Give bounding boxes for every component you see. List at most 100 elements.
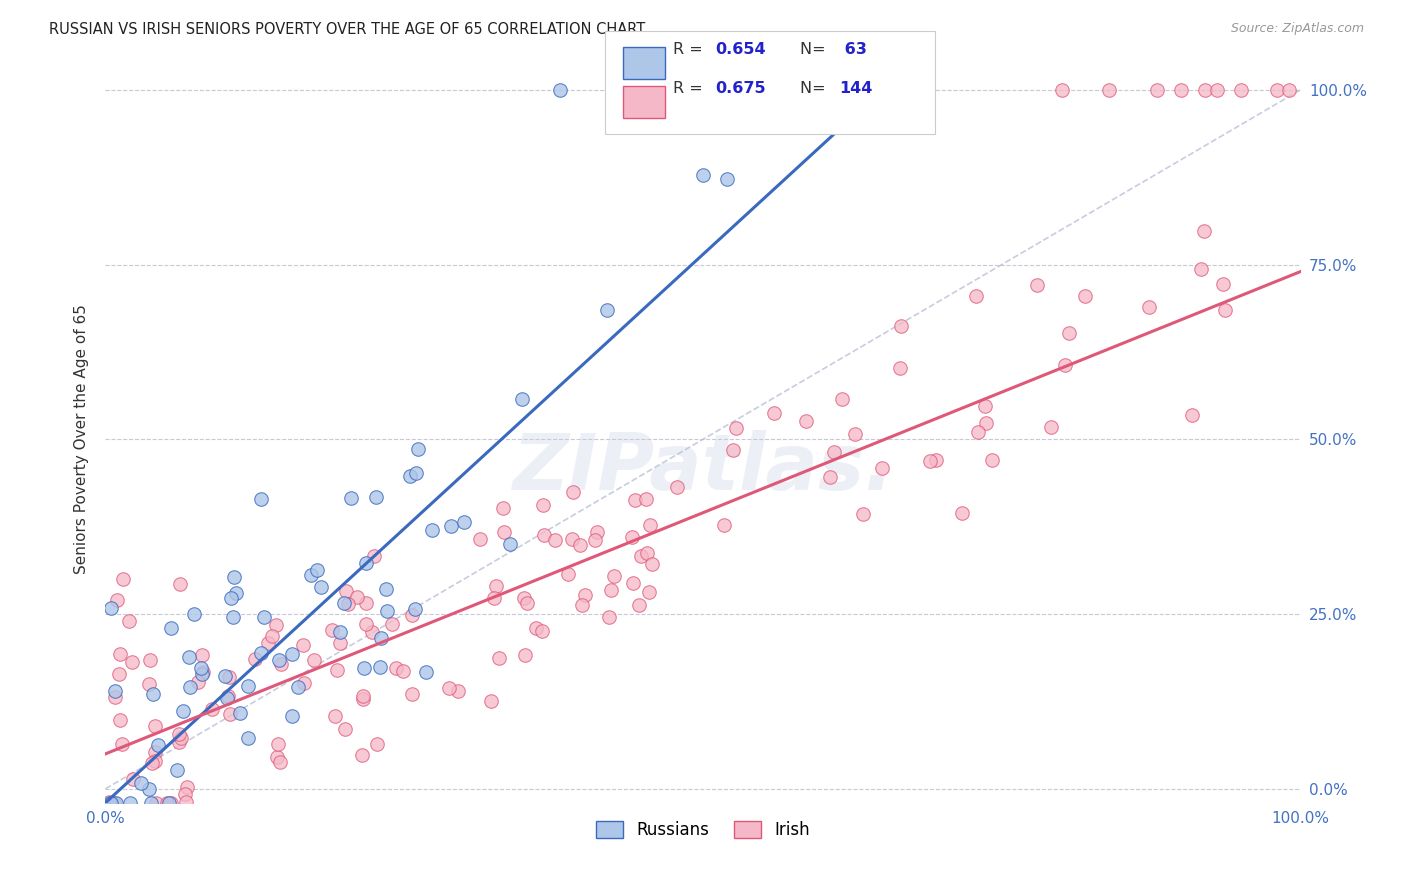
Point — [603, 569, 626, 583]
Point — [374, 582, 396, 596]
Point — [1229, 83, 1251, 97]
Point — [621, 530, 644, 544]
Point — [1181, 408, 1204, 422]
Point — [219, 591, 242, 605]
Point — [1039, 419, 1062, 434]
Point — [562, 484, 585, 499]
Point — [530, 624, 553, 638]
Point — [253, 609, 276, 624]
Point — [510, 392, 533, 406]
Point — [225, 586, 247, 600]
Point — [236, 731, 259, 745]
Point — [160, 621, 183, 635]
Point — [201, 701, 224, 715]
Point — [321, 624, 343, 638]
Point — [167, 734, 190, 748]
Point — [353, 661, 375, 675]
Point — [437, 681, 460, 695]
Point — [513, 591, 536, 605]
Point — [713, 517, 735, 532]
Point — [391, 664, 413, 678]
Point — [721, 443, 744, 458]
Point — [217, 689, 239, 703]
Point — [415, 665, 437, 680]
Point — [1194, 83, 1216, 97]
Point — [599, 582, 621, 597]
Point — [224, 569, 246, 583]
Point — [794, 413, 817, 427]
Point — [176, 780, 198, 794]
Point — [108, 647, 131, 661]
Point — [112, 572, 135, 586]
Point — [485, 580, 508, 594]
Point — [104, 690, 127, 705]
Point — [692, 168, 714, 182]
Point — [100, 796, 122, 810]
Point — [138, 782, 160, 797]
Point — [950, 506, 973, 520]
Point — [146, 738, 169, 752]
Text: 0.675: 0.675 — [716, 81, 766, 96]
Point — [368, 660, 391, 674]
Text: N=: N= — [800, 81, 831, 96]
Point — [925, 452, 948, 467]
Point — [630, 549, 652, 564]
Point — [366, 737, 388, 751]
Point — [143, 754, 166, 768]
Point — [346, 590, 368, 604]
Point — [370, 631, 392, 645]
Point — [191, 665, 214, 679]
Point — [262, 630, 284, 644]
Point — [266, 737, 288, 751]
Point — [100, 796, 122, 810]
Point — [1026, 278, 1049, 293]
Point — [516, 595, 538, 609]
Text: N=: N= — [800, 42, 831, 57]
Point — [325, 709, 347, 723]
Point — [142, 687, 165, 701]
Point — [326, 663, 349, 677]
Point — [107, 593, 129, 607]
Text: R =: R = — [673, 42, 709, 57]
Point — [340, 491, 363, 505]
Point — [191, 667, 214, 681]
Point — [104, 684, 127, 698]
Point — [169, 731, 191, 745]
Point — [548, 83, 571, 97]
Point — [406, 442, 429, 457]
Point — [401, 608, 423, 623]
Point — [1050, 83, 1073, 97]
Point — [974, 416, 997, 430]
Point — [1192, 224, 1215, 238]
Point — [870, 461, 893, 475]
Point — [138, 653, 160, 667]
Text: 63: 63 — [839, 42, 868, 57]
Point — [623, 575, 645, 590]
Point — [299, 567, 322, 582]
Point — [965, 289, 987, 303]
Point — [586, 524, 609, 539]
Point — [183, 607, 205, 622]
Point — [818, 470, 841, 484]
Point — [236, 679, 259, 693]
Point — [890, 319, 912, 334]
Point — [531, 498, 554, 512]
Point — [636, 546, 658, 560]
Point — [190, 661, 212, 675]
Point — [422, 524, 444, 538]
Point — [215, 690, 238, 705]
Point — [479, 694, 502, 708]
Point — [172, 704, 194, 718]
Point — [118, 796, 141, 810]
Point — [108, 713, 131, 727]
Point — [100, 601, 122, 615]
Point — [229, 706, 252, 721]
Point — [111, 737, 134, 751]
Point — [129, 776, 153, 790]
Point — [281, 708, 304, 723]
Point — [375, 604, 398, 618]
Point — [583, 533, 606, 547]
Point — [716, 172, 738, 186]
Point — [157, 796, 180, 810]
Point — [823, 444, 845, 458]
